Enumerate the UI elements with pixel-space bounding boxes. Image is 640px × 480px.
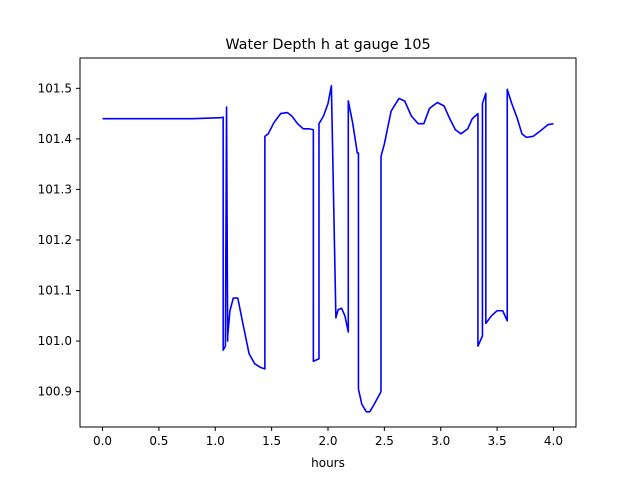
- x-tick-label: 2.0: [318, 434, 337, 448]
- series-line: [102, 85, 554, 413]
- y-tick-label: 101.1: [38, 284, 72, 298]
- x-tick-label: 3.5: [488, 434, 507, 448]
- y-tick-label: 101.5: [38, 81, 72, 95]
- x-tick-label: 1.5: [262, 434, 281, 448]
- x-axis: 0.0 0.5 1.0 1.5 2.0 2.5 3.0 3.5 4.0: [93, 427, 563, 448]
- x-tick-label: 0.5: [149, 434, 168, 448]
- x-tick-label: 3.0: [431, 434, 450, 448]
- y-tick-label: 101.4: [38, 132, 72, 146]
- y-tick-label: 101.2: [38, 233, 72, 247]
- y-axis: 100.9 101.0 101.1 101.2 101.3 101.4 101.5: [38, 81, 80, 399]
- x-tick-label: 0.0: [93, 434, 112, 448]
- x-tick-label: 2.5: [375, 434, 394, 448]
- y-tick-label: 101.0: [38, 334, 72, 348]
- y-tick-label: 101.3: [38, 182, 72, 196]
- y-tick-label: 100.9: [38, 385, 72, 399]
- x-tick-label: 4.0: [544, 434, 563, 448]
- x-tick-label: 1.0: [206, 434, 225, 448]
- x-axis-label: hours: [311, 456, 345, 470]
- chart-title: Water Depth h at gauge 105: [225, 37, 430, 53]
